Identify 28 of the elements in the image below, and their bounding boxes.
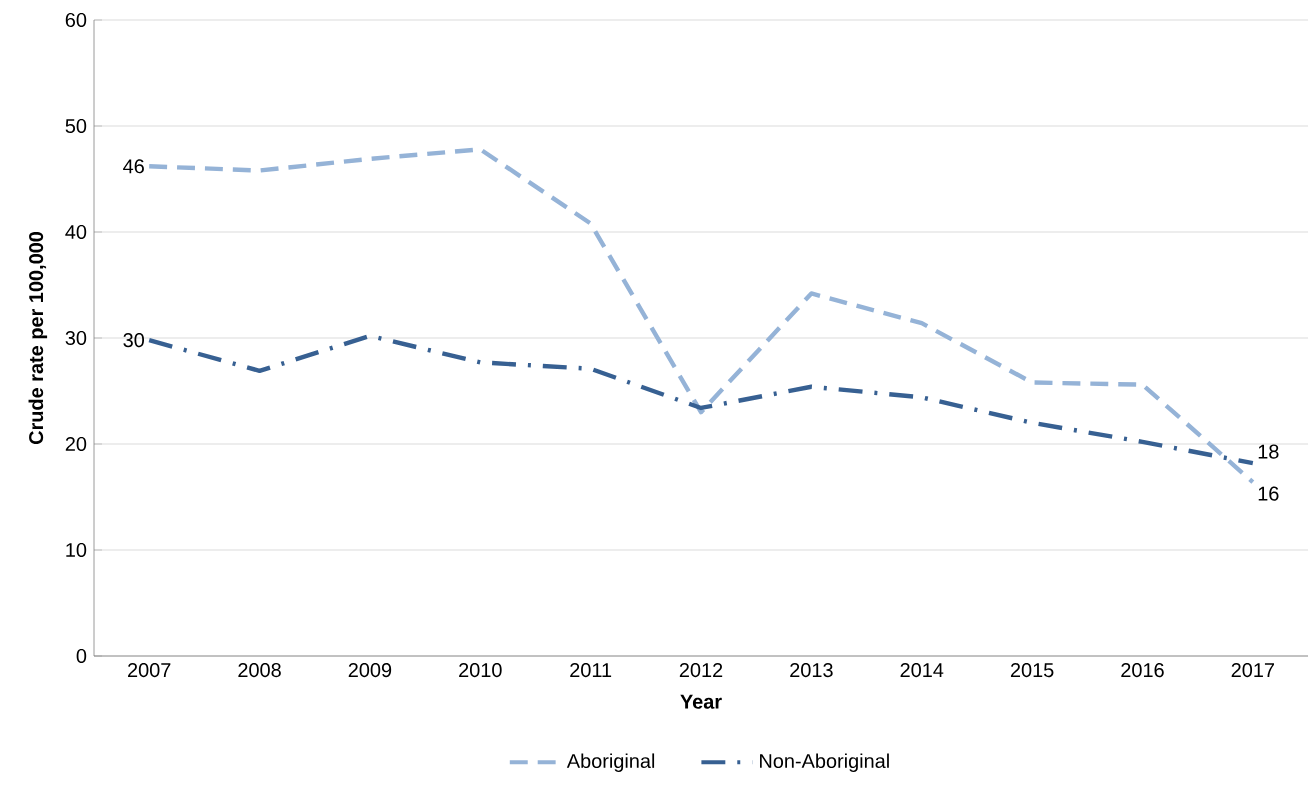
y-tick-label: 0 <box>76 648 87 664</box>
line-series <box>146 147 1256 485</box>
data-label: 30 <box>123 333 145 348</box>
x-tick-label: 2015 <box>1010 663 1054 678</box>
y-tick-label: 60 <box>65 12 87 28</box>
y-tick-label: 30 <box>65 330 87 346</box>
x-tick-label: 2007 <box>128 663 171 678</box>
x-tick-label: 2017 <box>1231 663 1274 678</box>
x-tick-label: 2009 <box>348 663 392 678</box>
x-tick-label: 2008 <box>238 663 281 678</box>
data-label: 16 <box>1258 486 1279 501</box>
x-tick-label: 2016 <box>1121 663 1164 678</box>
y-axis-title: Crude rate per 100,000 <box>28 231 48 445</box>
x-tick-label: 2013 <box>790 663 833 678</box>
y-tick-label: 20 <box>65 436 87 452</box>
x-tick-label: 2011 <box>570 663 612 678</box>
line-series <box>146 333 1256 466</box>
x-axis-title: Year <box>680 694 722 709</box>
legend-label: Aboriginal <box>566 753 655 772</box>
data-label: 46 <box>123 159 144 174</box>
y-tick-label: 10 <box>66 542 87 558</box>
y-tick-label: 40 <box>65 224 87 240</box>
data-label: 18 <box>1258 444 1279 459</box>
x-tick-label: 2012 <box>679 663 723 678</box>
x-tick-label: 2014 <box>900 663 944 678</box>
x-tick-label: 2010 <box>459 663 502 678</box>
legend-label: Non-Aboriginal <box>760 753 889 772</box>
y-tick-label: 50 <box>65 118 87 134</box>
